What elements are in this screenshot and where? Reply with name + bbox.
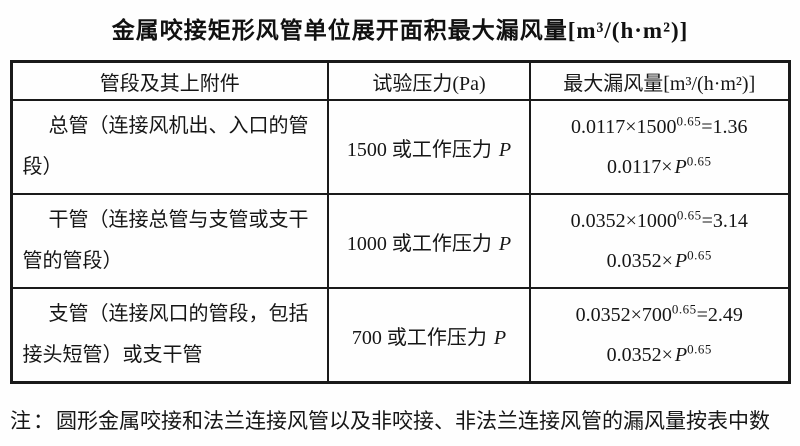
pressure-cell: 1000 或工作压力 P — [327, 193, 531, 289]
formula-line-symbolic: 0.0117× P0.65 — [535, 147, 784, 187]
formula-cell: 0.0352×10000.65=3.14 0.0352× P0.65 — [529, 193, 790, 289]
formula-cell: 0.0117×15000.65=1.36 0.0117× P0.65 — [529, 99, 790, 195]
formula-line-symbolic: 0.0352× P0.65 — [535, 335, 784, 375]
pressure-text: 700 或工作压力 — [351, 326, 492, 349]
formula-exponent: 0.65 — [686, 153, 712, 169]
formula-base: 0.0352×700 — [575, 304, 672, 326]
formula-coefficient: 0.0352× — [606, 250, 673, 272]
formula-exponent: 0.65 — [687, 247, 712, 263]
formula-exponent: 0.65 — [676, 113, 702, 129]
formula-exponent: 0.65 — [687, 341, 712, 357]
header-cell-pressure: 试验压力(Pa) — [327, 60, 531, 101]
pressure-cell: 1500 或工作压力 P — [327, 99, 531, 195]
formula-coefficient: 0.0352× — [606, 344, 673, 366]
formula-exponent: 0.65 — [676, 207, 702, 223]
table-row: 支管（连接风口的管段，包括接头短管）或支干管 700 或工作压力 P 0.035… — [10, 287, 790, 384]
formula-line-symbolic: 0.0352× P0.65 — [535, 241, 784, 281]
formula-base: 0.0117×1500 — [570, 116, 677, 138]
pressure-text: 1000 或工作压力 — [346, 232, 497, 255]
formula-result: =3.14 — [701, 210, 748, 232]
pressure-variable: P — [498, 138, 512, 161]
footnote-label: 注： — [10, 409, 56, 433]
footnote-text: 圆形金属咬接和法兰连接风管以及非咬接、非法兰连接风管的漏风量按表中数值的50%计… — [56, 409, 770, 433]
table-row: 干管（连接总管与支管或支干管的管段） 1000 或工作压力 P 0.0352×1… — [10, 193, 790, 289]
leakage-table: 管段及其上附件 试验压力(Pa) 最大漏风量[m³/(h·m²)] 总管（连接风… — [9, 60, 791, 384]
pressure-text: 1500 或工作压力 — [346, 138, 497, 161]
formula-result: =1.36 — [701, 116, 748, 138]
table-row: 总管（连接风机出、入口的管段） 1500 或工作压力 P 0.0117×1500… — [10, 99, 790, 195]
formula-variable: P — [674, 250, 688, 272]
pressure-variable: P — [493, 326, 507, 349]
footnote: 注：圆形金属咬接和法兰连接风管以及非咬接、非法兰连接风管的漏风量按表中数值的50… — [10, 401, 786, 446]
header-cell-leakage: 最大漏风量[m³/(h·m²)] — [529, 60, 790, 101]
header-row: 管段及其上附件 试验压力(Pa) 最大漏风量[m³/(h·m²)] — [10, 60, 790, 101]
formula-result: =2.49 — [696, 304, 743, 326]
segment-cell: 支管（连接风口的管段，包括接头短管）或支干管 — [10, 287, 329, 384]
formula-cell: 0.0352×7000.65=2.49 0.0352× P0.65 — [529, 287, 790, 384]
page-title: 金属咬接矩形风管单位展开面积最大漏风量[m³/(h·m²)] — [111, 18, 689, 43]
formula-variable: P — [674, 344, 688, 366]
formula-coefficient: 0.0117× — [606, 156, 673, 178]
formula-base: 0.0352×1000 — [570, 210, 677, 232]
pressure-cell: 700 或工作压力 P — [327, 287, 531, 384]
segment-cell: 总管（连接风机出、入口的管段） — [10, 99, 329, 195]
formula-exponent: 0.65 — [671, 301, 697, 317]
header-cell-segment: 管段及其上附件 — [10, 60, 329, 101]
formula-line-numeric: 0.0352×10000.65=3.14 — [535, 201, 784, 241]
formula-line-numeric: 0.0352×7000.65=2.49 — [535, 295, 784, 335]
pressure-variable: P — [498, 232, 512, 255]
formula-variable: P — [674, 156, 687, 178]
formula-line-numeric: 0.0117×15000.65=1.36 — [535, 107, 784, 147]
segment-cell: 干管（连接总管与支管或支干管的管段） — [10, 193, 329, 289]
